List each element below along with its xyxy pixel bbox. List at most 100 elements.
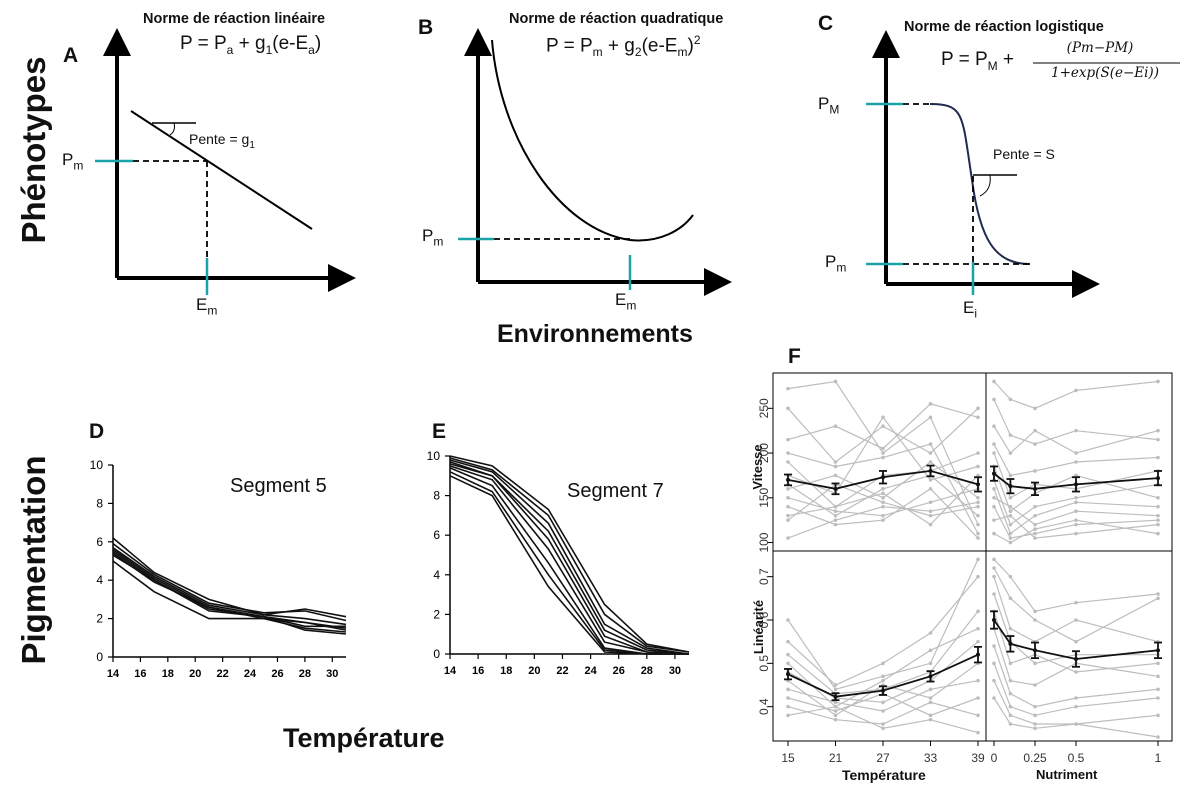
panel-f-top-left-individual-point xyxy=(928,487,933,491)
panel-f-top-left-individual-point xyxy=(786,513,790,518)
panel-f-bottom-right-individual-point xyxy=(992,678,996,683)
panel-f-top-right-individual-point xyxy=(992,379,996,384)
panel-f-top-right-mean-point xyxy=(1156,476,1160,481)
panel-f-bottom-left-individual-point xyxy=(786,704,790,709)
panel-f-top-right-individual-line xyxy=(993,443,1159,477)
panel-f-bottom-left-individual-point xyxy=(976,730,980,735)
panel-a-title: Norme de réaction linéaire xyxy=(143,11,326,27)
panel-a-slope-arc xyxy=(169,122,175,136)
panel-f-bottom-left-individual-point xyxy=(786,618,790,622)
panel-f-vitesse-tick-label: 250 xyxy=(757,398,771,418)
panel-c-equation: P = PM + xyxy=(941,49,1015,73)
panel-f-top-left-individual-point xyxy=(928,522,933,527)
panel-f-top-left-individual-point xyxy=(833,424,838,429)
panel-f-top-right-individual-point xyxy=(1074,451,1078,455)
panel-f-vitesse-tick-label: 150 xyxy=(757,487,771,507)
panel-f-top-right-individual-point xyxy=(992,424,996,429)
panel-f-bottom-right-individual-line xyxy=(993,567,1159,643)
panel-f-top-right-mean-point xyxy=(992,471,996,476)
panel-d-y-tick-label: 6 xyxy=(96,535,103,549)
panel-f-top-right-individual-point xyxy=(1008,513,1013,518)
panel-f-bottom-right-individual-line xyxy=(993,576,1159,643)
panel-d-segment-label: Segment 5 xyxy=(230,475,327,497)
panel-f-top-left-individual-point xyxy=(786,536,790,540)
panel-f-bottom-left-individual-point xyxy=(881,674,885,679)
panel-f-bottom-left-mean-point xyxy=(833,694,838,699)
panel-f-top-left-individual-point xyxy=(881,415,885,420)
panel-d-x-tick-label: 14 xyxy=(107,668,120,680)
panel-e-y-tick-label: 8 xyxy=(433,489,440,503)
panel-f-bottom-left-individual-point xyxy=(928,631,933,635)
panel-f-top-left-individual-point xyxy=(881,518,885,522)
panel-e-series-line xyxy=(449,455,690,653)
panel-f-top-right-individual-point xyxy=(1033,428,1037,433)
panel-f-top-right-individual-line xyxy=(993,380,1159,409)
panel-f-temperature-tick-label: 15 xyxy=(781,751,795,765)
panel-a-y-marker: Pm xyxy=(62,150,84,173)
panel-e-series-line xyxy=(449,465,690,655)
panel-e-x-tick-label: 22 xyxy=(556,665,568,677)
panel-f-bottom-left-individual-point xyxy=(833,709,838,713)
panel-f-top-left-individual-point xyxy=(976,500,980,505)
panel-f-bottom-left-individual-point xyxy=(976,639,980,644)
panel-f-bottom-right-individual-point xyxy=(1008,574,1013,579)
panel-letter-e: E xyxy=(432,420,447,443)
panel-d-series-line xyxy=(112,550,346,628)
panel-f-bottom-right-mean-point xyxy=(992,618,996,622)
panel-f-top-left-individual-point xyxy=(881,455,885,460)
panel-d-series-line xyxy=(112,554,347,635)
panel-f-bottom-left-individual-point xyxy=(881,722,885,726)
panel-f-top-right-individual-point xyxy=(1008,433,1013,437)
panel-f-bottom-right-individual-point xyxy=(1008,704,1013,709)
panel-d-y-tick-label: 10 xyxy=(90,458,104,472)
panel-e-x-tick-label: 16 xyxy=(472,665,484,677)
panel-f-top-right-individual-point xyxy=(1156,531,1160,536)
panel-f-top-right-individual-point xyxy=(1008,540,1013,545)
panel-f-bottom-right-individual-point xyxy=(1156,596,1160,601)
panel-f-bottom-right-individual-point xyxy=(1033,713,1037,718)
panel-f-bottom-right-individual-point xyxy=(1074,670,1078,674)
panel-f-bottom-left-individual-point xyxy=(881,726,885,731)
panel-f-bottom-left-individual-point xyxy=(833,704,838,709)
panel-b-x-marker: Em xyxy=(615,290,637,313)
panel-f-bottom-left-individual-line xyxy=(787,559,979,690)
panel-f-bottom-left-individual-point xyxy=(976,557,980,562)
panel-f-bottom-right-individual-point xyxy=(1156,735,1160,739)
panel-f-top-right-individual-point xyxy=(992,518,996,522)
panel-e-y-tick-label: 0 xyxy=(433,647,440,661)
panel-e-series-line xyxy=(449,475,689,655)
panel-f-bottom-right-individual-point xyxy=(1074,600,1078,605)
panel-f-bottom-left-individual-point xyxy=(928,661,933,666)
panel-f-top-left-individual-point xyxy=(976,531,980,536)
panel-e-x-tick-label: 30 xyxy=(669,665,681,677)
panel-d-series-line xyxy=(112,546,347,626)
panel-e-x-tick-label: 24 xyxy=(584,665,597,677)
panel-c-pente-label: Pente = S xyxy=(993,146,1055,162)
panel-f-top-left-individual-point xyxy=(786,460,790,464)
panel-f-top-left-individual-point xyxy=(928,513,933,518)
panel-f-bottom-right-individual-point xyxy=(1033,661,1037,666)
panel-f-top-left-individual-point xyxy=(833,522,838,527)
panel-d-y-tick-label: 8 xyxy=(96,496,103,510)
panel-f-top-right-individual-point xyxy=(992,451,996,455)
panel-f-linearite-tick-label: 0.6 xyxy=(757,611,771,628)
panel-f-top-right-individual-point xyxy=(1008,495,1013,500)
panel-c-axes xyxy=(872,30,1100,298)
panel-e-series-line xyxy=(449,459,690,655)
panel-f-top-left-individual-point xyxy=(881,495,885,500)
panel-f-bottom-right-individual-point xyxy=(1156,696,1160,700)
panel-f-vitesse-tick-label: 100 xyxy=(757,532,771,552)
panel-f-bottom-right-individual-point xyxy=(1156,687,1160,692)
panel-d-series-line xyxy=(112,548,347,629)
panel-f-bottom-left-individual-point xyxy=(976,713,980,718)
panel-f-top-right-individual-point xyxy=(1156,513,1160,518)
panel-f-top-right-individual-point xyxy=(1033,522,1037,527)
panel-f-bottom-left-individual-point xyxy=(976,696,980,700)
panel-f-top-right-individual-point xyxy=(1033,513,1037,518)
panel-f-top-right-individual-point xyxy=(1008,509,1013,514)
panel-f-bottom-left-individual-point xyxy=(833,700,838,705)
panel-f-top-right-individual-point xyxy=(1074,522,1078,527)
panel-c-title: Norme de réaction logistique xyxy=(904,19,1104,35)
panel-f-top-right-individual-point xyxy=(992,487,996,491)
